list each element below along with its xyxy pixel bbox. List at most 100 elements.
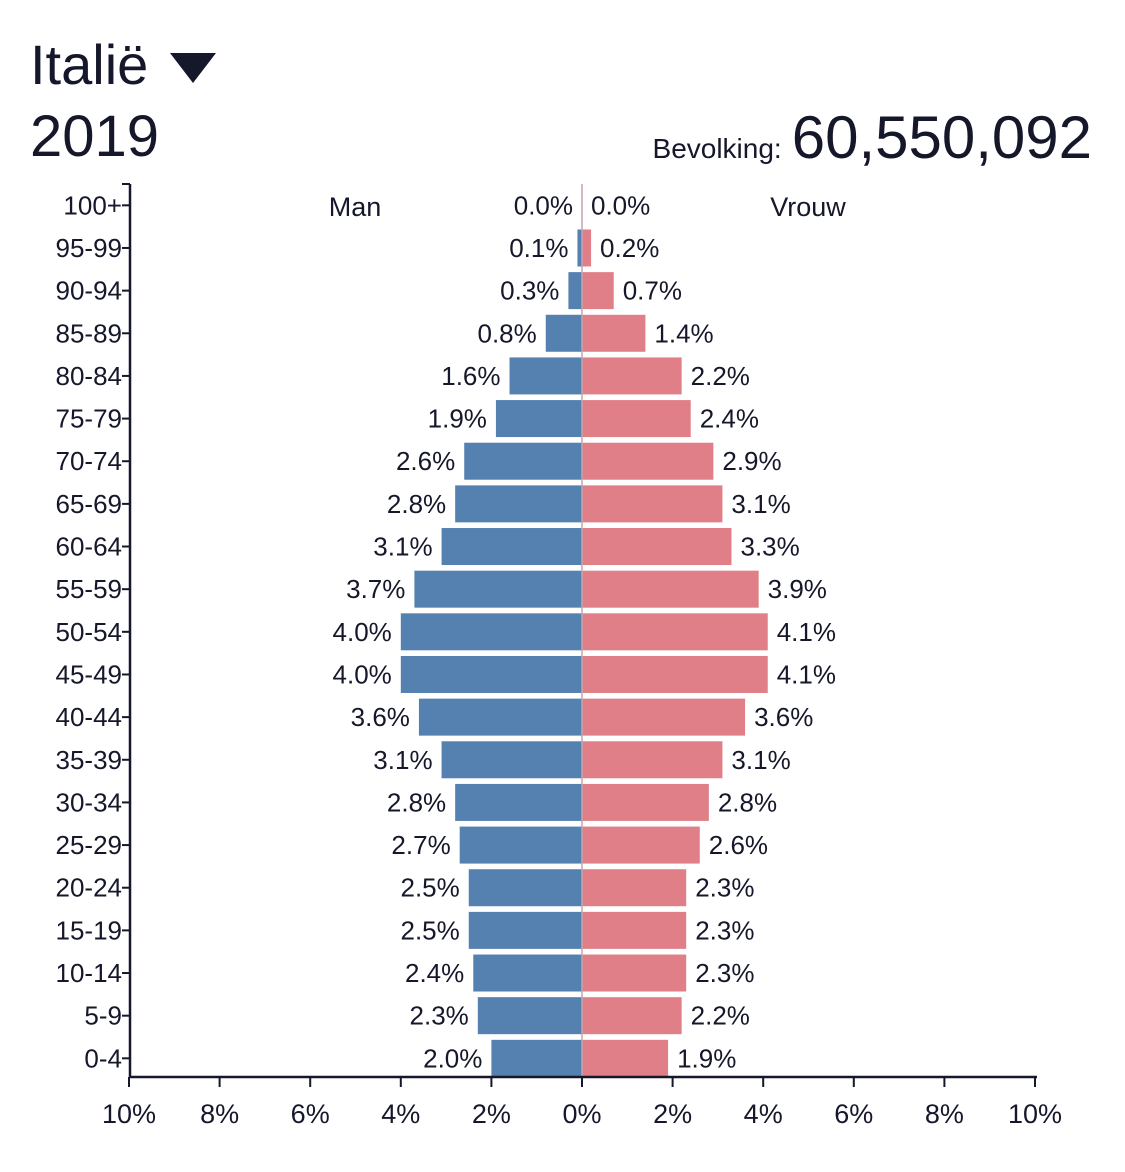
y-tick-label-35-39: 35-39 (56, 745, 123, 775)
y-tick-label-75-79: 75-79 (56, 404, 123, 434)
label-vrouw-75-79: 2.4% (700, 404, 759, 434)
label-vrouw-90-94: 0.7% (623, 276, 682, 306)
bar-vrouw-15-19 (582, 911, 687, 949)
label-vrouw-70-74: 2.9% (722, 446, 781, 476)
bar-vrouw-0-4 (582, 1039, 669, 1077)
label-vrouw-55-59: 3.9% (768, 574, 827, 604)
bar-vrouw-60-64 (582, 528, 732, 566)
label-vrouw-60-64: 3.3% (740, 532, 799, 562)
y-tick-label-95-99: 95-99 (56, 233, 123, 263)
label-man-100+: 0.0% (514, 190, 573, 220)
label-vrouw-100+: 0.0% (591, 190, 650, 220)
label-man-5-9: 2.3% (410, 1001, 469, 1031)
y-tick-label-90-94: 90-94 (56, 276, 123, 306)
y-tick-label-60-64: 60-64 (56, 532, 123, 562)
bar-man-10-14 (473, 954, 582, 992)
x-tick-label: 0% (562, 1099, 601, 1129)
bar-man-20-24 (468, 869, 582, 907)
bar-vrouw-45-49 (582, 655, 768, 693)
label-vrouw-40-44: 3.6% (754, 702, 813, 732)
bar-man-50-54 (400, 613, 582, 651)
year-label: 2019 (30, 104, 160, 169)
population-summary: Bevolking: 60,550,092 (653, 108, 1092, 168)
bar-man-15-19 (468, 911, 582, 949)
population-label: Bevolking: (652, 133, 782, 164)
y-tick-label-40-44: 40-44 (56, 702, 123, 732)
label-man-95-99: 0.1% (509, 233, 568, 263)
y-axis: 100+ 95-99 90-94 85-89 80-84 75-79 70-74 65-69 6… (56, 183, 583, 1077)
y-tick-label-50-54: 50-54 (56, 617, 123, 647)
legend-vrouw: Vrouw (770, 192, 846, 222)
y-tick-label-15-19: 15-19 (56, 915, 123, 945)
label-vrouw-0-4: 1.9% (677, 1043, 736, 1073)
label-vrouw-5-9: 2.2% (691, 1001, 750, 1031)
label-vrouw-20-24: 2.3% (695, 873, 754, 903)
label-man-50-54: 4.0% (333, 617, 392, 647)
y-tick-label-45-49: 45-49 (56, 659, 123, 689)
bar-vrouw-55-59 (582, 570, 759, 608)
legend-man: Man (329, 192, 382, 222)
label-vrouw-45-49: 4.1% (777, 659, 836, 689)
bar-man-5-9 (477, 997, 582, 1035)
label-man-10-14: 2.4% (405, 958, 464, 988)
population-value: 60,550,092 (791, 104, 1092, 171)
label-vrouw-10-14: 2.3% (695, 958, 754, 988)
label-vrouw-95-99: 0.2% (600, 233, 659, 263)
y-tick-label-25-29: 25-29 (56, 830, 123, 860)
x-tick-label: 2% (472, 1099, 511, 1129)
label-man-90-94: 0.3% (500, 276, 559, 306)
y-tick-label-80-84: 80-84 (56, 361, 123, 391)
label-man-70-74: 2.6% (396, 446, 455, 476)
label-man-80-84: 1.6% (441, 361, 500, 391)
y-tick-label-30-34: 30-34 (56, 787, 123, 817)
y-tick-label-5-9: 5-9 (84, 1001, 122, 1031)
label-man-35-39: 3.1% (373, 745, 432, 775)
label-vrouw-50-54: 4.1% (777, 617, 836, 647)
x-tick-label: 8% (925, 1099, 964, 1129)
bar-man-45-49 (400, 655, 582, 693)
bar-vrouw-25-29 (582, 826, 700, 864)
bar-man-90-94 (568, 272, 582, 310)
country-selector[interactable]: Italië (30, 30, 217, 100)
bar-vrouw-65-69 (582, 485, 723, 523)
label-man-25-29: 2.7% (391, 830, 450, 860)
x-tick-label: 10% (1008, 1099, 1062, 1129)
x-tick-label: 6% (291, 1099, 330, 1129)
value-labels: 0.0% 0.0% 0.1% 0.2% 0.3% 0.7% 0.8% 1.4% 1.6% 2.2%… (333, 190, 836, 1073)
label-man-40-44: 3.6% (351, 702, 410, 732)
label-vrouw-15-19: 2.3% (695, 915, 754, 945)
y-tick-label-85-89: 85-89 (56, 318, 123, 348)
bar-man-65-69 (455, 485, 582, 523)
label-man-45-49: 4.0% (333, 659, 392, 689)
y-tick-label-55-59: 55-59 (56, 574, 123, 604)
y-tick-label-20-24: 20-24 (56, 873, 123, 903)
bar-man-40-44 (418, 698, 582, 736)
y-tick-label-10-14: 10-14 (56, 958, 123, 988)
label-man-60-64: 3.1% (373, 532, 432, 562)
label-man-65-69: 2.8% (387, 489, 446, 519)
bar-man-60-64 (441, 528, 582, 566)
y-tick-label-100+: 100+ (63, 190, 122, 220)
bar-vrouw-30-34 (582, 783, 709, 821)
label-man-15-19: 2.5% (400, 915, 459, 945)
bar-vrouw-35-39 (582, 741, 723, 779)
label-man-20-24: 2.5% (400, 873, 459, 903)
country-name: Italië (30, 33, 149, 96)
bar-man-35-39 (441, 741, 582, 779)
caret-down-icon[interactable] (170, 53, 217, 83)
y-tick-label-65-69: 65-69 (56, 489, 123, 519)
bar-vrouw-50-54 (582, 613, 768, 651)
bar-man-85-89 (545, 314, 582, 352)
y-tick-label-70-74: 70-74 (56, 446, 123, 476)
label-vrouw-65-69: 3.1% (731, 489, 790, 519)
label-vrouw-35-39: 3.1% (731, 745, 790, 775)
x-axis: 10% 8% 6% 4% 2% 0% 2% 4% 6% 8% 10% (102, 1075, 1062, 1129)
label-man-30-34: 2.8% (387, 787, 446, 817)
bar-vrouw-80-84 (582, 357, 682, 395)
bar-man-75-79 (495, 400, 582, 438)
bar-vrouw-75-79 (582, 400, 691, 438)
bar-vrouw-20-24 (582, 869, 687, 907)
bar-man-70-74 (464, 442, 582, 480)
bar-vrouw-90-94 (582, 272, 614, 310)
